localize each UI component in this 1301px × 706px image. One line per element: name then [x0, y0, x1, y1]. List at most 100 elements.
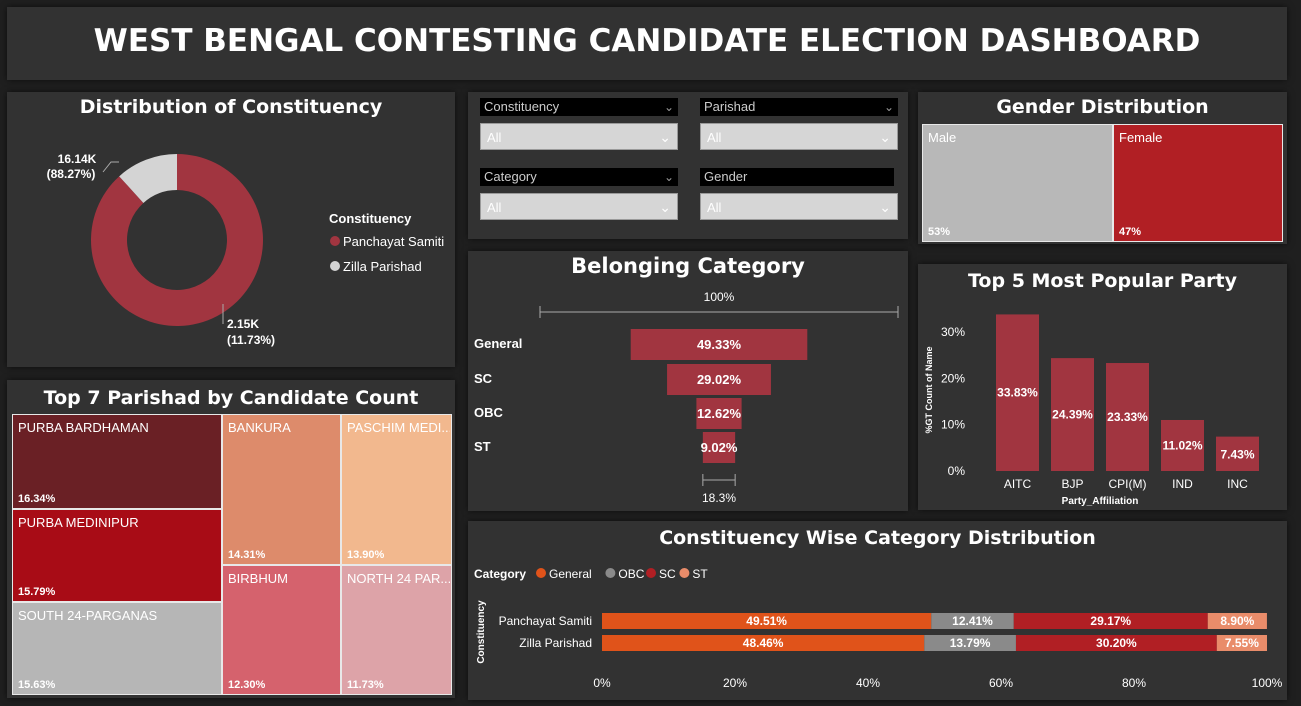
party-xtick-label: INC: [1227, 477, 1248, 491]
treemap-cell[interactable]: NORTH 24 PAR... 11.73%: [341, 565, 452, 695]
party-xtick-label: IND: [1172, 477, 1193, 491]
treemap-cell[interactable]: PURBA MEDINIPUR 15.79%: [12, 509, 222, 602]
donut-label-value: 16.14K: [58, 152, 97, 166]
stack-segment-label: 48.46%: [743, 636, 784, 650]
funnel-value-label: 9.02%: [701, 440, 738, 455]
stack-xtick-label: 80%: [1122, 676, 1146, 690]
funnel-top-label: 100%: [704, 290, 735, 304]
stack-segment-label: 7.55%: [1225, 636, 1259, 650]
treemap-cell[interactable]: SOUTH 24-PARGANAS 15.63%: [12, 602, 222, 695]
gender-cell-label: Male: [928, 130, 957, 145]
treemap-cell-value: 15.79%: [18, 586, 56, 598]
legend-dot-icon: [646, 568, 656, 578]
stack-segment: [931, 613, 1014, 629]
stack-segment-label: 30.20%: [1096, 636, 1137, 650]
gender-cell-male[interactable]: Male 53%: [922, 124, 1113, 242]
treemap-cell-name: NORTH 24 PAR...: [347, 571, 450, 586]
stack-segment: [602, 613, 932, 629]
filter-gender-dropdown[interactable]: All ⌄: [700, 193, 898, 220]
donut-label-value: 2.15K: [227, 317, 259, 331]
gender-cell-value: 47%: [1119, 226, 1142, 238]
funnel-bar: [667, 364, 771, 395]
chevron-down-icon: ⌄: [659, 129, 671, 145]
party-ytick-label: 30%: [941, 325, 965, 339]
party-ytick-label: 20%: [941, 371, 965, 385]
donut-legend-item: Panchayat Samiti: [343, 234, 444, 249]
party-bar: [996, 314, 1039, 471]
funnel-bar: [696, 398, 742, 429]
treemap-cell[interactable]: PURBA BARDHAMAN 16.34%: [12, 414, 222, 509]
chevron-down-icon: ⌄: [659, 199, 671, 215]
treemap-cell[interactable]: PASCHIM MEDI... 13.90%: [341, 414, 452, 565]
legend-dot-icon: [679, 568, 690, 578]
treemap-cell-value: 13.90%: [347, 549, 385, 561]
stack-legend-item: OBC: [618, 567, 644, 581]
treemap-panel: Top 7 Parishad by Candidate Count PURBA …: [7, 380, 455, 698]
filter-constituency-dropdown[interactable]: All ⌄: [480, 123, 678, 150]
donut-label-pct: (88.27%): [47, 167, 96, 181]
treemap-cell-name: PASCHIM MEDI...: [347, 420, 450, 435]
stacked-chart-panel: Constituency Wise Category Distribution …: [468, 521, 1287, 700]
legend-dot-icon: [330, 261, 340, 271]
donut-label-pct: (11.73%): [227, 333, 275, 347]
party-bar: [1161, 419, 1204, 471]
gender-title: Gender Distribution: [996, 96, 1209, 118]
stack-segment: [924, 635, 1016, 651]
stack-segment: [1216, 635, 1267, 651]
filter-category-dropdown[interactable]: All ⌄: [480, 193, 678, 220]
gender-cell-female[interactable]: Female 47%: [1113, 124, 1283, 242]
stack-legend-title: Category: [474, 567, 526, 581]
stack-legend-item: SC: [659, 567, 676, 581]
party-xtick-label: AITC: [1004, 477, 1032, 491]
party-title: Top 5 Most Popular Party: [967, 270, 1237, 292]
dashboard-title: WEST BENGAL CONTESTING CANDIDATE ELECTIO…: [93, 23, 1201, 59]
treemap-cell-value: 14.31%: [228, 549, 266, 561]
funnel-category-label: General: [474, 336, 522, 351]
funnel-bar: [702, 432, 736, 463]
constituency-donut-panel: Distribution of Constituency 16.14K (88.2…: [7, 92, 455, 367]
stack-xtick-label: 0%: [593, 676, 611, 690]
chevron-down-icon: ⌄: [663, 170, 674, 184]
filter-parishad-dropdown[interactable]: All ⌄: [700, 123, 898, 150]
party-value-label: 11.02%: [1162, 438, 1202, 452]
gender-treemap: Male 53% Female 47%: [922, 124, 1283, 242]
funnel-category-label: ST: [474, 439, 491, 454]
category-funnel-panel: Belonging Category 100% General 49.33% SC 29…: [468, 251, 908, 511]
filter-gender-label: Gender: [700, 168, 894, 186]
funnel-title: Belonging Category: [571, 254, 805, 278]
legend-dot-icon: [330, 236, 340, 246]
party-bar: [1216, 436, 1259, 471]
stack-segment-label: 8.90%: [1220, 614, 1254, 628]
treemap-title: Top 7 Parishad by Candidate Count: [43, 387, 419, 409]
treemap-cell-name: BANKURA: [228, 420, 291, 435]
stack-segment-label: 12.41%: [952, 614, 993, 628]
stack-segment-label: 13.79%: [950, 636, 991, 650]
filter-parishad-label: Parishad ⌄: [700, 98, 898, 116]
party-chart-panel: Top 5 Most Popular Party 0% 10% 20% 30% %GT …: [918, 264, 1287, 510]
stacked-title: Constituency Wise Category Distribution: [659, 527, 1096, 549]
stack-segment: [1207, 613, 1267, 629]
stack-xtick-label: 60%: [989, 676, 1013, 690]
stack-xtick-label: 20%: [723, 676, 747, 690]
treemap-cell[interactable]: BANKURA 14.31%: [222, 414, 341, 565]
donut-slice-1: [119, 154, 177, 203]
chevron-down-icon: ⌄: [879, 129, 891, 145]
gender-cell-value: 53%: [928, 226, 951, 238]
funnel-bar: [630, 329, 808, 360]
treemap-cell[interactable]: BIRBHUM 12.30%: [222, 565, 341, 695]
party-bar: [1106, 363, 1149, 471]
gender-cell-label: Female: [1119, 130, 1163, 145]
funnel-category-label: SC: [474, 371, 493, 386]
funnel-value-label: 12.62%: [697, 406, 742, 421]
legend-dot-icon: [536, 568, 546, 578]
treemap-cell-value: 11.73%: [347, 679, 384, 691]
chevron-down-icon: ⌄: [879, 199, 891, 215]
treemap-cell-name: BIRBHUM: [228, 571, 288, 586]
donut-title: Distribution of Constituency: [79, 96, 383, 118]
funnel-value-label: 29.02%: [697, 372, 742, 387]
header-panel: WEST BENGAL CONTESTING CANDIDATE ELECTIO…: [7, 7, 1287, 80]
party-xlabel: Party_Affiliation: [1062, 496, 1139, 507]
stack-xtick-label: 100%: [1252, 676, 1283, 690]
treemap-cell-value: 16.34%: [18, 493, 56, 505]
party-xtick-label: CPI(M): [1109, 477, 1147, 491]
